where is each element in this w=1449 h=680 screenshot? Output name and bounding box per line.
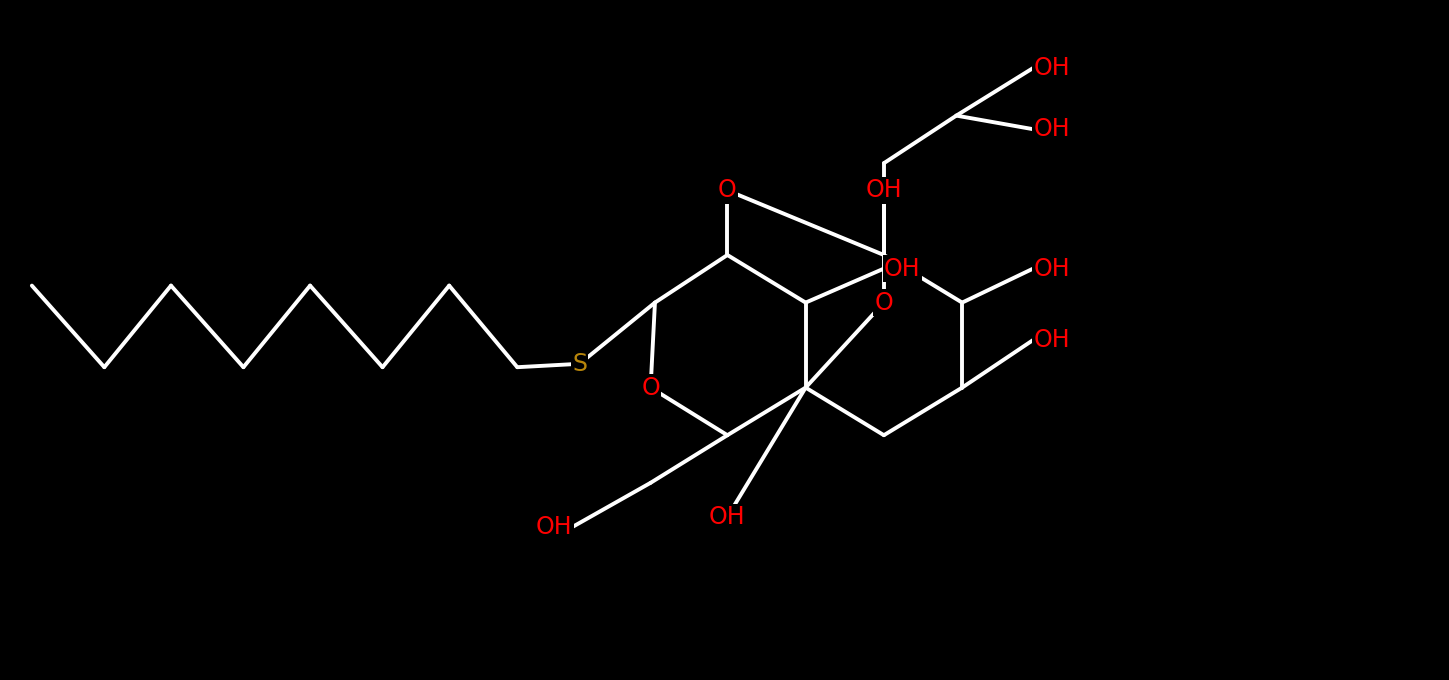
Text: OH: OH	[709, 505, 746, 529]
Text: OH: OH	[536, 515, 572, 539]
Text: O: O	[642, 375, 659, 400]
Text: OH: OH	[865, 178, 903, 203]
Text: OH: OH	[1033, 56, 1069, 80]
Text: OH: OH	[884, 256, 920, 281]
Text: OH: OH	[1033, 328, 1069, 352]
Text: O: O	[719, 178, 736, 203]
Text: OH: OH	[1033, 117, 1069, 141]
Text: S: S	[572, 352, 587, 376]
Text: O: O	[875, 290, 893, 315]
Text: OH: OH	[1033, 256, 1069, 281]
